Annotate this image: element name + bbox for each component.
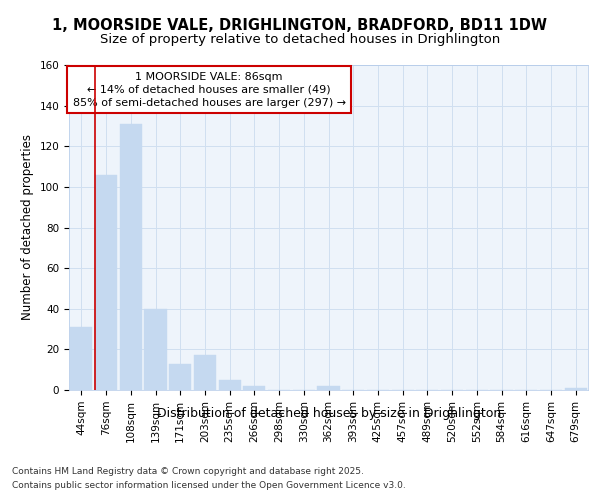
Bar	[565, 388, 587, 390]
Text: Contains HM Land Registry data © Crown copyright and database right 2025.: Contains HM Land Registry data © Crown c…	[12, 468, 364, 476]
Bar	[70, 327, 92, 390]
Bar	[317, 386, 340, 390]
Bar	[145, 308, 167, 390]
Bar	[119, 124, 142, 390]
Bar	[95, 174, 117, 390]
Bar	[243, 386, 265, 390]
Bar	[218, 380, 241, 390]
Text: Contains public sector information licensed under the Open Government Licence v3: Contains public sector information licen…	[12, 481, 406, 490]
Text: Distribution of detached houses by size in Drighlington: Distribution of detached houses by size …	[157, 408, 501, 420]
Text: Size of property relative to detached houses in Drighlington: Size of property relative to detached ho…	[100, 32, 500, 46]
Text: 1 MOORSIDE VALE: 86sqm
← 14% of detached houses are smaller (49)
85% of semi-det: 1 MOORSIDE VALE: 86sqm ← 14% of detached…	[73, 72, 346, 108]
Bar	[169, 364, 191, 390]
Bar	[194, 356, 216, 390]
Text: 1, MOORSIDE VALE, DRIGHLINGTON, BRADFORD, BD11 1DW: 1, MOORSIDE VALE, DRIGHLINGTON, BRADFORD…	[53, 18, 548, 32]
Y-axis label: Number of detached properties: Number of detached properties	[21, 134, 34, 320]
